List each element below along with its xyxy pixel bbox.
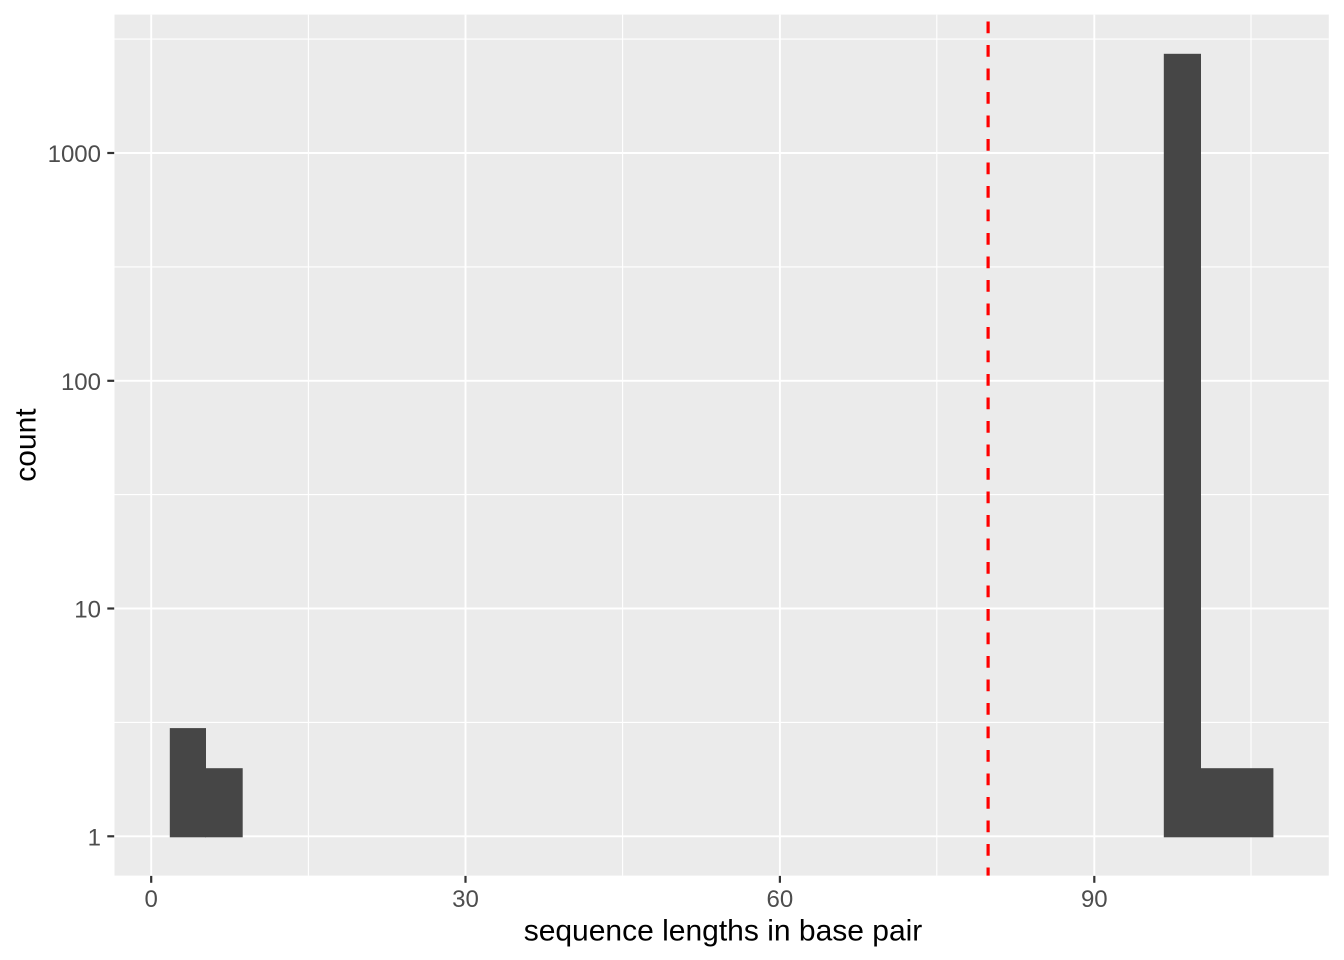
svg-text:90: 90 (1081, 886, 1108, 913)
svg-text:sequence lengths in base pair: sequence lengths in base pair (524, 915, 923, 948)
svg-text:1000: 1000 (48, 141, 101, 168)
svg-text:10: 10 (74, 597, 101, 624)
svg-text:100: 100 (61, 369, 101, 396)
svg-text:1: 1 (88, 824, 101, 851)
svg-text:60: 60 (767, 886, 794, 913)
svg-text:count: count (10, 408, 43, 482)
svg-text:0: 0 (145, 886, 158, 913)
svg-text:30: 30 (452, 886, 479, 913)
